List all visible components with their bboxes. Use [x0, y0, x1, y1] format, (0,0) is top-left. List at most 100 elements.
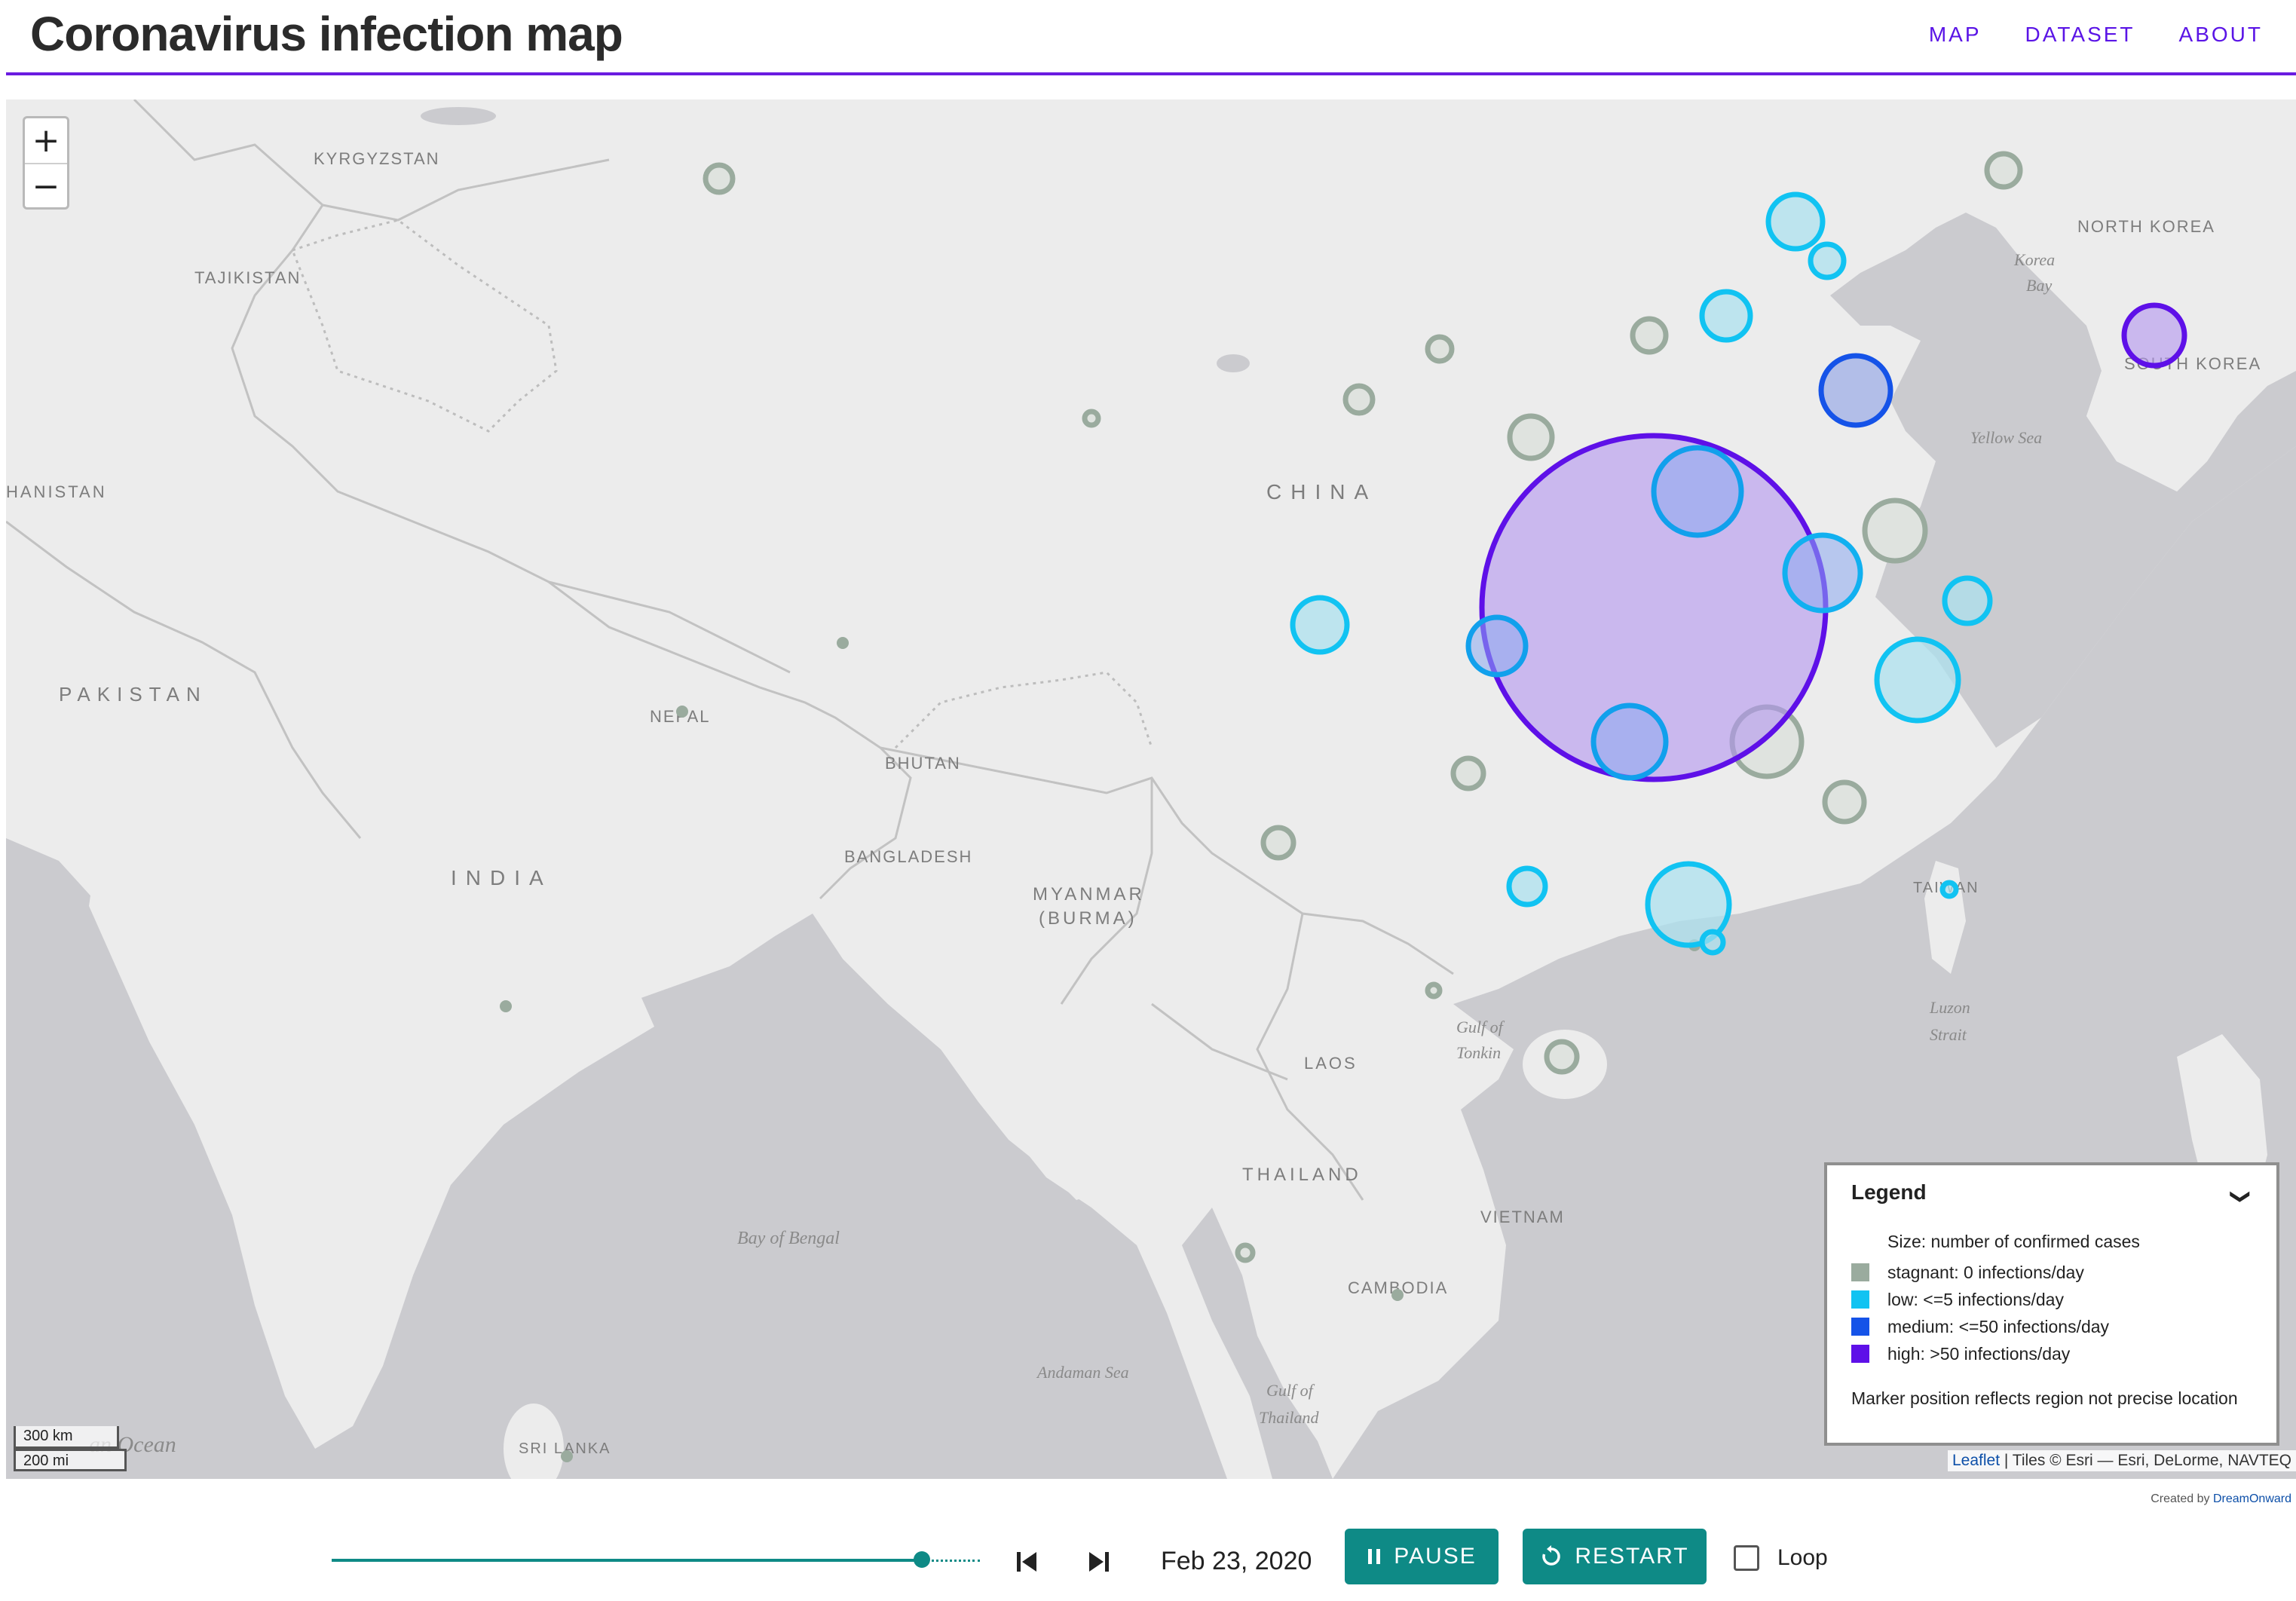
legend-panel: Legend ❯ Size: number of confirmed cases… — [1824, 1162, 2279, 1446]
marker-stagnant — [1342, 383, 1376, 416]
label-gulf-of-tonkin-2: Tonkin — [1456, 1043, 1501, 1062]
scale-mi: 200 mi — [14, 1449, 127, 1471]
legend-label: medium: <=50 infections/day — [1887, 1316, 2110, 1336]
label-bhutan: BHUTAN — [885, 754, 961, 773]
timeline-track — [332, 1559, 922, 1562]
land-se-asia — [805, 898, 1506, 1479]
lake-qinghai — [1217, 354, 1250, 372]
step-forward-button[interactable] — [1082, 1545, 1116, 1578]
legend-item-stagnant: stagnant: 0 infections/day — [1851, 1259, 2109, 1286]
lake-issyk-kul — [421, 107, 496, 125]
marker-stagnant — [1544, 1039, 1580, 1075]
zoom-in-button[interactable]: + — [32, 121, 60, 160]
skip-previous-icon — [1017, 1552, 1036, 1572]
marker-stagnant — [676, 706, 688, 718]
restart-button[interactable]: RESTART — [1523, 1529, 1707, 1584]
skip-next-icon — [1089, 1552, 1109, 1572]
label-thailand: THAILAND — [1242, 1165, 1362, 1185]
disputed-border-east — [894, 671, 1153, 749]
legend-item-high: high: >50 infections/day — [1851, 1340, 2109, 1367]
legend-swatch — [1851, 1345, 1869, 1363]
timeline-remaining — [922, 1560, 980, 1563]
marker-stagnant — [1630, 316, 1669, 355]
label-sri-lanka: SRI LANKA — [519, 1440, 611, 1457]
label-gulf-of-thailand-2: Thailand — [1259, 1408, 1319, 1427]
nav-map[interactable]: MAP — [1928, 23, 1982, 46]
marker-low — [1699, 289, 1753, 343]
loop-label: Loop — [1777, 1545, 1828, 1570]
leaflet-link[interactable]: Leaflet — [1952, 1452, 2001, 1469]
scale-bar: 300 km 200 mi — [14, 1426, 127, 1471]
marker-low — [1874, 636, 1961, 724]
label-luzon-strait: Luzon — [1929, 998, 1970, 1017]
land-sri-lanka — [504, 1404, 564, 1479]
label-bay-of-bengal: Bay of Bengal — [737, 1229, 840, 1248]
app-header: Coronavirus infection map MAP DATASET AB… — [6, 0, 2296, 75]
label-laos: LAOS — [1304, 1054, 1358, 1073]
zoom-control: + − — [23, 116, 69, 210]
pause-icon — [1368, 1549, 1381, 1564]
pause-button[interactable]: PAUSE — [1345, 1529, 1499, 1584]
marker-low — [1765, 191, 1826, 252]
marker-stagnant — [1082, 409, 1101, 428]
marker-low — [1590, 703, 1669, 781]
label-luzon-strait-2: Strait — [1930, 1025, 1967, 1044]
land-korea — [2086, 295, 2245, 491]
legend-size-note: Size: number of confirmed cases — [1887, 1232, 2140, 1251]
label-bangladesh: BANGLADESH — [844, 847, 972, 866]
label-gulf-of-tonkin: Gulf of — [1456, 1018, 1505, 1036]
markers — [500, 151, 2187, 1462]
tiles-attribution: | Tiles © Esri — Esri, DeLorme, NAVTEQ — [2000, 1452, 2291, 1469]
marker-low — [1782, 532, 1863, 614]
nav-dataset[interactable]: DATASET — [2025, 23, 2135, 46]
page-title: Coronavirus infection map — [30, 7, 623, 61]
legend-label: high: >50 infections/day — [1887, 1343, 2071, 1364]
restart-icon — [1542, 1545, 1561, 1566]
zoom-out-button[interactable]: − — [25, 163, 67, 209]
timeline-slider[interactable] — [332, 1551, 980, 1568]
loop-checkbox[interactable] — [1734, 1545, 1759, 1571]
marker-stagnant — [1822, 779, 1867, 825]
marker-stagnant — [1984, 151, 2023, 190]
credit-prefix: Created by — [2151, 1492, 2213, 1505]
label-afghanistan: HANISTAN — [6, 482, 107, 501]
legend-label: low: <=5 infections/day — [1887, 1289, 2064, 1309]
current-date: Feb 23, 2020 — [1161, 1547, 1312, 1575]
marker-stagnant — [561, 1450, 573, 1462]
label-china: CHINA — [1266, 480, 1377, 504]
label-kyrgyzstan: KYRGYZSTAN — [314, 149, 440, 168]
basemap[interactable]: KYRGYZSTAN TAJIKISTAN HANISTAN PAKISTAN … — [6, 99, 2296, 1479]
map-view[interactable]: KYRGYZSTAN TAJIKISTAN HANISTAN PAKISTAN … — [6, 99, 2296, 1479]
marker-stagnant — [500, 1000, 512, 1012]
marker-low — [1506, 865, 1548, 908]
land-japan — [2275, 175, 2296, 356]
marker-stagnant — [1425, 334, 1455, 364]
label-myanmar: MYANMAR — [1033, 884, 1145, 905]
label-north-korea: NORTH KOREA — [2077, 217, 2215, 236]
restart-label: RESTART — [1575, 1544, 1689, 1569]
marker-low — [1465, 614, 1529, 678]
legend-item-medium: medium: <=50 infections/day — [1851, 1313, 2109, 1340]
marker-stagnant — [1391, 1289, 1404, 1301]
main-nav: MAP DATASET ABOUT — [1929, 23, 2263, 47]
disputed-border — [291, 219, 558, 433]
marker-stagnant — [837, 637, 849, 649]
timeline-handle[interactable] — [914, 1551, 930, 1568]
marker-low — [1699, 929, 1726, 956]
credit: Created by DreamOnward — [2151, 1492, 2291, 1506]
marker-low — [1808, 241, 1847, 280]
loop-toggle[interactable]: Loop — [1734, 1545, 1828, 1571]
label-pakistan: PAKISTAN — [59, 683, 207, 706]
legend-swatch — [1851, 1263, 1869, 1281]
nav-about[interactable]: ABOUT — [2178, 23, 2263, 46]
legend-note: Marker position reflects region not prec… — [1851, 1388, 2238, 1408]
step-back-button[interactable] — [1010, 1545, 1043, 1578]
chevron-down-icon[interactable]: ❯ — [2230, 1188, 2253, 1205]
label-korea-bay-2: Bay — [2026, 276, 2052, 295]
marker-low — [1942, 575, 1993, 626]
credit-link[interactable]: DreamOnward — [2212, 1492, 2291, 1505]
marker-medium — [1818, 353, 1893, 428]
playback-controls: Feb 23, 2020 PAUSE RESTART Loop — [0, 1515, 2296, 1601]
label-yellow-sea: Yellow Sea — [1970, 428, 2042, 447]
marker-low — [1939, 880, 1959, 899]
